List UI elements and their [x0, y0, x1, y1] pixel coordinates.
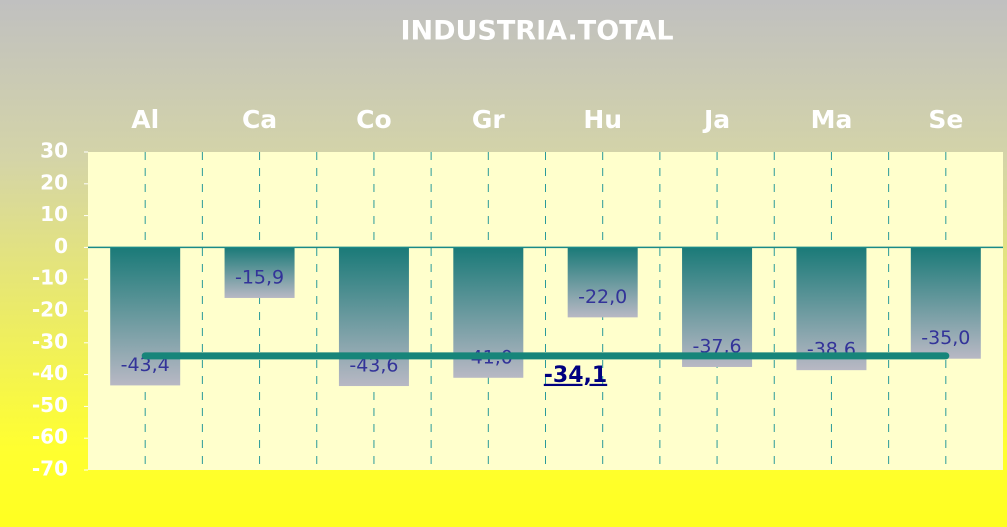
data-label: -15,9 — [235, 266, 284, 288]
bar — [910, 247, 981, 359]
bar — [796, 247, 867, 371]
data-label: -22,0 — [578, 286, 627, 308]
x-tick-label: Hu — [583, 105, 622, 134]
x-tick-label: Ca — [242, 105, 277, 134]
x-tick-label: Se — [928, 105, 963, 134]
y-tick-label: -60 — [32, 425, 68, 449]
bar — [338, 247, 409, 387]
bar — [224, 247, 295, 298]
bar — [110, 247, 181, 386]
average-label: -34,1 — [544, 363, 607, 388]
y-tick-label: 30 — [40, 139, 68, 163]
data-label: -37,6 — [692, 335, 741, 357]
x-tick-label: Co — [356, 105, 392, 134]
x-tick-label: Al — [131, 105, 159, 134]
data-label: -43,6 — [349, 355, 398, 377]
data-label: -35,0 — [921, 327, 970, 349]
bar — [567, 247, 638, 318]
y-tick-label: 20 — [40, 170, 68, 194]
x-tick-label: Ma — [811, 105, 853, 134]
y-tick-label: -30 — [32, 329, 68, 353]
x-tick-label: Ja — [702, 105, 730, 134]
x-tick-label: Gr — [472, 105, 506, 134]
y-tick-label: -40 — [32, 361, 68, 385]
chart-title: INDUSTRIA.TOTAL — [400, 16, 673, 47]
bar — [682, 247, 753, 367]
y-tick-label: 0 — [54, 234, 68, 258]
y-tick-label: -10 — [32, 266, 68, 290]
data-label: -43,4 — [121, 354, 170, 376]
y-tick-label: 10 — [40, 202, 68, 226]
y-tick-label: -70 — [32, 457, 68, 481]
y-tick-label: -50 — [32, 393, 68, 417]
y-tick-label: -20 — [32, 298, 68, 322]
